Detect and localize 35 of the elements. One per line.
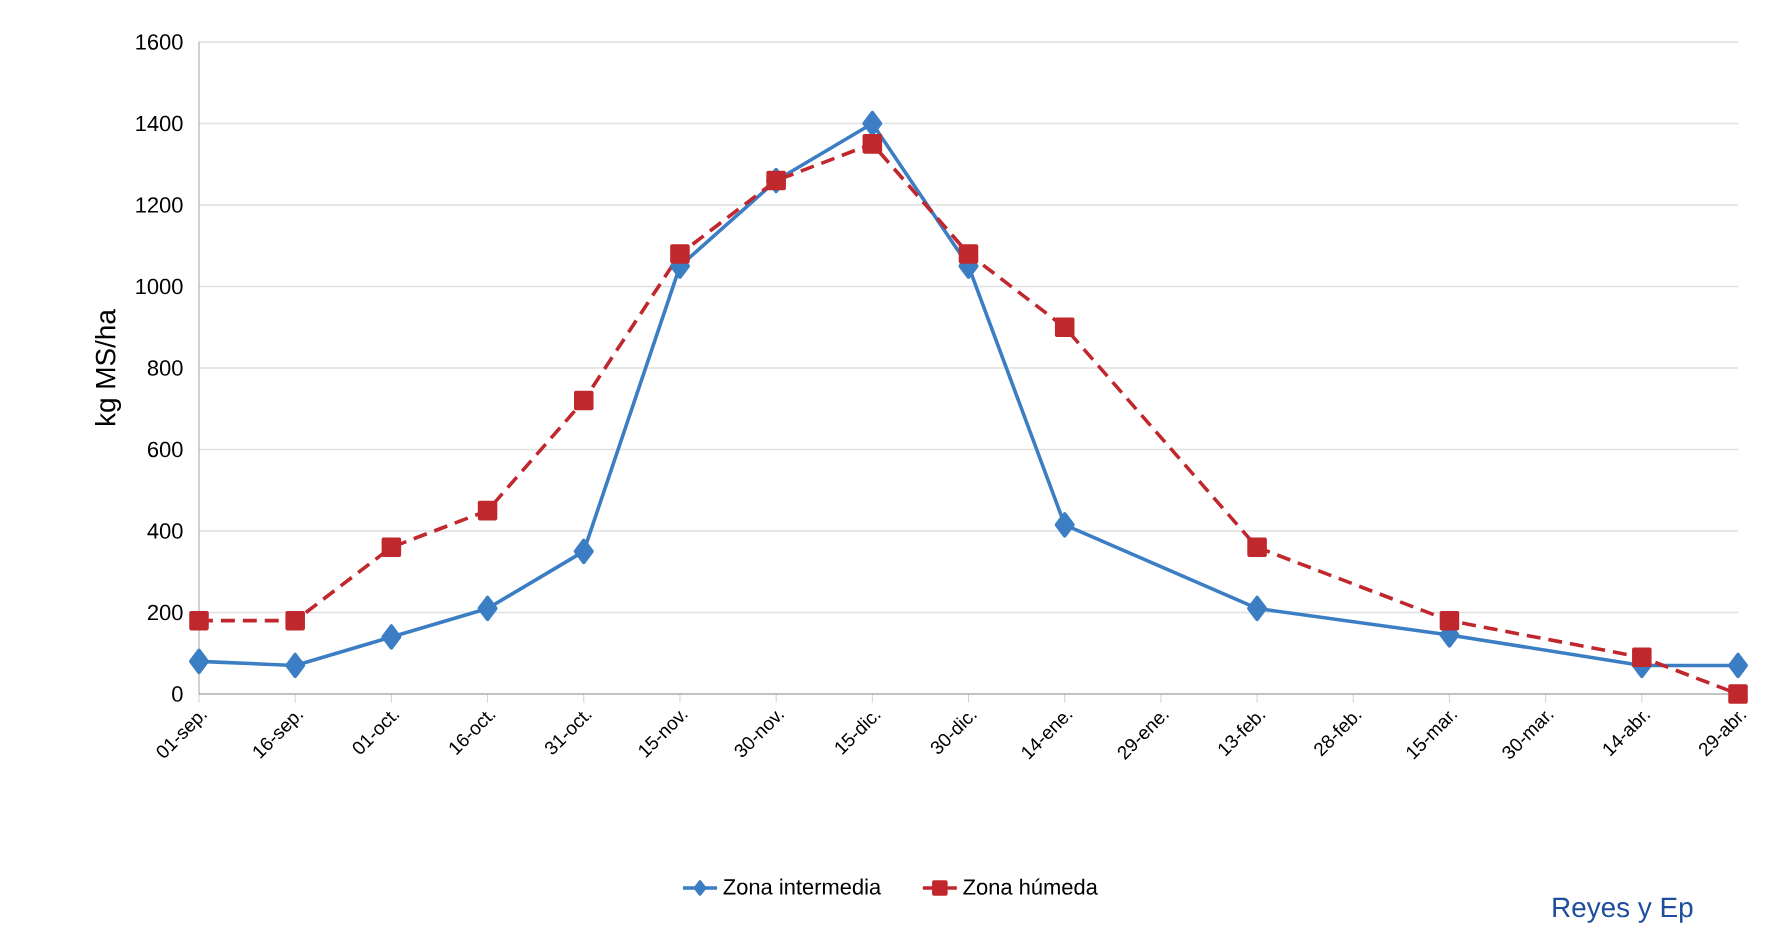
point [573,538,594,565]
point [188,648,210,675]
point [189,610,209,631]
y-tick-label: 400 [147,523,183,539]
text: Reyes y Ep [1553,897,1693,923]
point [285,652,306,679]
y-tick-label: 0 [172,686,183,702]
y-tick-label: 1200 [136,197,183,213]
point [1247,537,1267,558]
point [477,500,498,521]
point [958,244,979,264]
y-axis-title: kg MS/ha [95,309,122,426]
point [381,624,402,650]
point [1439,610,1460,631]
point [381,537,402,558]
legend-label: Zona intermedia [723,878,882,895]
y-tick-label: 1600 [136,34,183,50]
y-tick-label: 200 [147,604,183,621]
y-tick-label: 1000 [136,278,183,295]
y-tick-label: 800 [147,360,183,376]
point [862,110,883,137]
point [1247,595,1268,622]
point [670,244,690,264]
point [285,610,305,631]
point [1728,652,1749,679]
point [1054,317,1075,338]
point [1632,647,1652,668]
point [573,390,594,411]
y-tick-label: 1400 [136,115,183,132]
y-tick-label: 600 [148,441,183,458]
point [477,595,498,622]
point [862,134,883,154]
legend-label: Zona húmeda [963,878,1098,895]
point [1054,512,1075,538]
point [1728,684,1748,704]
